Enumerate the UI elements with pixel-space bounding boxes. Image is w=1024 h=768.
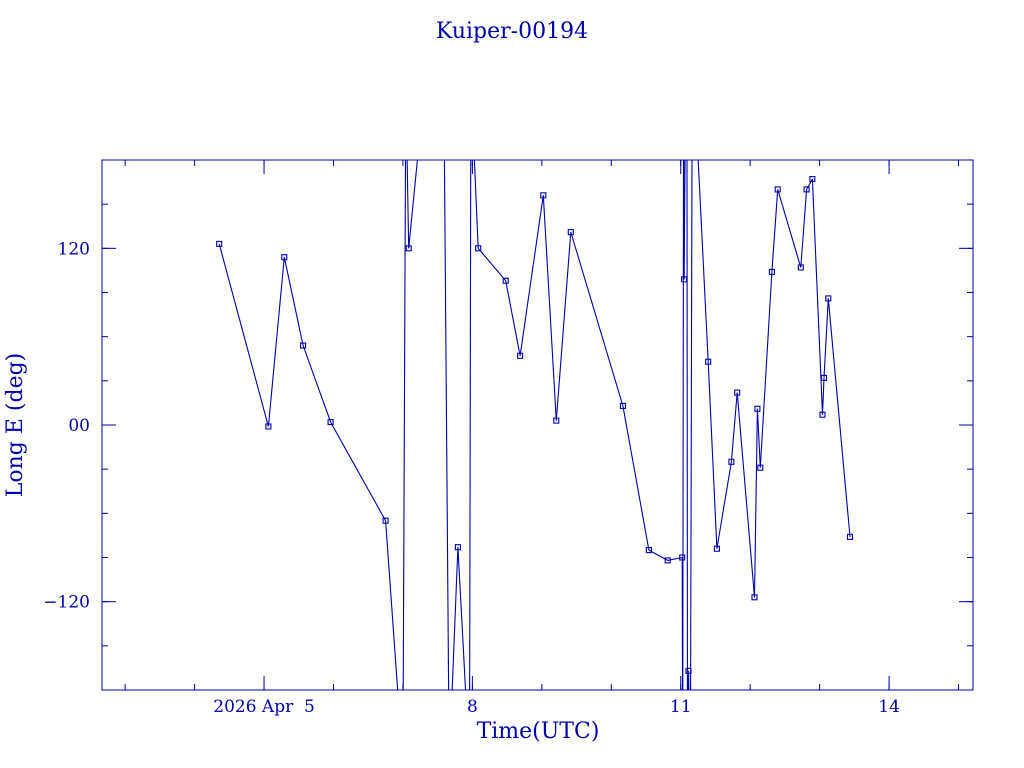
series-segment xyxy=(827,298,851,537)
series-segment xyxy=(473,160,479,249)
data-point xyxy=(679,554,686,561)
data-point xyxy=(681,276,688,283)
series-segment xyxy=(687,670,690,690)
series-segment xyxy=(519,195,544,356)
data-point xyxy=(757,464,764,471)
series-segment xyxy=(330,421,387,521)
data-point xyxy=(405,245,412,252)
data-point xyxy=(216,240,223,247)
series-segment xyxy=(686,86,687,145)
data-point xyxy=(281,254,288,261)
series-segment xyxy=(800,189,808,268)
data-point xyxy=(797,264,804,271)
data-point xyxy=(502,277,509,284)
series-segment xyxy=(707,361,718,549)
x-tick-label: 14 xyxy=(878,697,900,717)
series-segment xyxy=(622,405,650,551)
series-segment xyxy=(821,377,825,415)
chart-title: Kuiper-00194 xyxy=(436,19,588,44)
series-segment xyxy=(806,178,813,190)
y-axis-label: Long E (deg) xyxy=(3,353,28,498)
data-point xyxy=(327,419,334,426)
series-segment xyxy=(697,160,709,362)
x-major-ticks xyxy=(263,160,890,690)
series-segment xyxy=(555,232,572,421)
data-point xyxy=(664,557,671,564)
data-point xyxy=(819,411,826,418)
series-segment xyxy=(420,42,443,130)
series-segment xyxy=(542,195,557,421)
series-segment xyxy=(457,547,467,690)
series-segment xyxy=(777,189,802,268)
series-segment xyxy=(716,461,732,549)
data-point xyxy=(645,547,652,554)
series-segment xyxy=(570,231,624,407)
series-layer xyxy=(216,42,854,690)
x-tick-label: 2026 Apr 5 xyxy=(213,697,315,717)
series-segment xyxy=(756,408,761,468)
series-segment xyxy=(505,280,521,356)
series-segment xyxy=(736,392,756,598)
data-point xyxy=(751,594,758,601)
y-major-ticks xyxy=(102,247,973,603)
data-point xyxy=(300,342,307,349)
series-segment xyxy=(283,257,304,346)
series-segment xyxy=(218,243,269,427)
series-segment xyxy=(443,160,450,690)
data-point xyxy=(553,417,560,424)
data-point xyxy=(567,229,574,236)
x-axis-label: Time(UTC) xyxy=(477,719,600,744)
data-point xyxy=(517,352,524,359)
series-segment xyxy=(402,160,407,690)
data-point xyxy=(803,186,810,193)
data-point xyxy=(809,176,816,183)
x-minor-ticks xyxy=(124,160,960,690)
y-tick-label: 120 xyxy=(58,239,90,259)
series-segment xyxy=(648,549,668,561)
series-segment xyxy=(686,160,688,690)
series-segment xyxy=(267,257,285,427)
data-point xyxy=(540,192,547,199)
series-segment xyxy=(730,392,738,462)
data-point xyxy=(454,544,461,551)
data-point xyxy=(685,667,692,674)
series-segment xyxy=(771,189,779,272)
x-tick-label: 8 xyxy=(467,697,478,717)
data-point xyxy=(820,374,828,381)
y-minor-ticks xyxy=(102,203,973,647)
data-point xyxy=(728,458,735,465)
series-segment xyxy=(753,408,758,598)
series-segment xyxy=(469,160,472,690)
y-tick-label: −120 xyxy=(43,593,90,613)
tick-labels: 2026 Apr 5 8 11 14 120 00 −120 xyxy=(43,239,900,717)
data-point xyxy=(754,405,761,412)
series-segment xyxy=(408,160,418,249)
plot-frame xyxy=(101,159,974,691)
data-point xyxy=(705,358,712,365)
data-point xyxy=(774,186,781,193)
data-point xyxy=(768,268,775,275)
data-point xyxy=(846,533,854,540)
x-tick-label: 11 xyxy=(670,697,692,717)
data-point xyxy=(265,423,272,430)
series-segment xyxy=(406,160,410,249)
data-point xyxy=(475,245,482,252)
series-segment xyxy=(823,298,829,378)
series-segment xyxy=(683,160,686,280)
data-point xyxy=(619,402,626,409)
data-series xyxy=(216,42,854,690)
series-segment xyxy=(759,271,773,468)
data-point xyxy=(825,295,832,302)
data-point xyxy=(713,545,720,552)
series-segment xyxy=(302,345,332,423)
data-point xyxy=(382,517,389,524)
series-segment xyxy=(451,547,459,690)
series-segment xyxy=(477,247,507,282)
series-segment xyxy=(690,160,693,690)
y-tick-label: 00 xyxy=(68,416,90,436)
series-segment xyxy=(811,179,824,415)
series-segment xyxy=(385,520,399,690)
data-point xyxy=(734,389,741,396)
